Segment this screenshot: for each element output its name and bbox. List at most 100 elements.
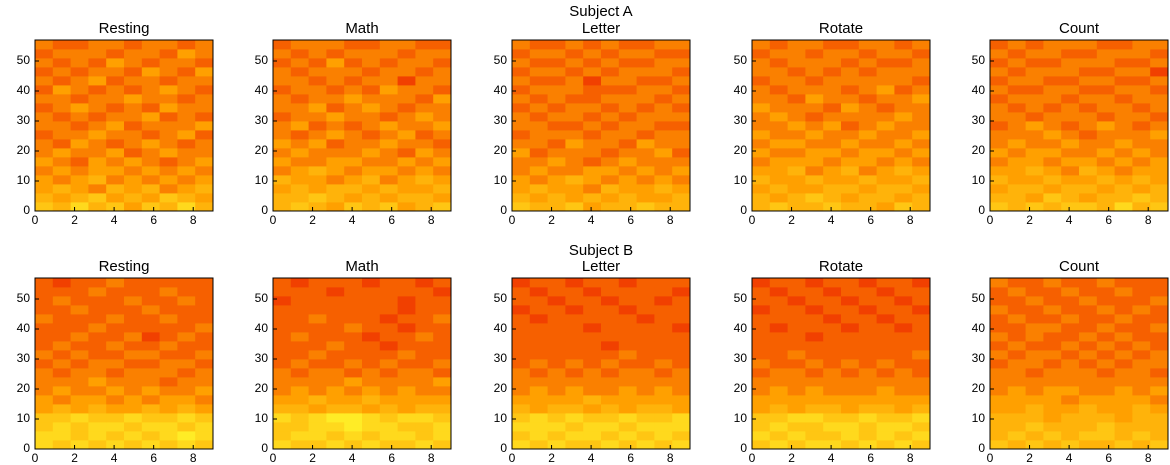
heatmap-cell: [769, 49, 788, 59]
x-tick-label: 2: [548, 451, 555, 465]
axes-box: [272, 39, 452, 212]
heatmap-cell: [177, 314, 196, 324]
heatmap-cell: [141, 404, 160, 414]
heatmap-cell: [583, 76, 602, 86]
heatmap-cell: [894, 368, 913, 378]
heatmap-cell: [52, 40, 71, 50]
heatmap-cell: [344, 368, 363, 378]
heatmap-cell: [1061, 413, 1080, 423]
heatmap-cell: [106, 40, 125, 50]
heatmap-cell: [70, 332, 89, 342]
heatmap-cell: [52, 332, 71, 342]
axes-box: [511, 39, 691, 212]
heatmap-cell: [1132, 40, 1151, 50]
heatmap-cell: [1096, 148, 1115, 158]
heatmap-cell: [1132, 323, 1151, 333]
heatmap-cell: [583, 296, 602, 306]
heatmap-cell: [70, 175, 89, 185]
heatmap-cell: [601, 386, 620, 396]
heatmap-cell: [70, 166, 89, 176]
heatmap-cell: [106, 368, 125, 378]
heatmap-cell: [1114, 58, 1133, 68]
heatmap-cell: [397, 85, 416, 95]
heatmap-cell: [35, 112, 54, 122]
heatmap-cell: [308, 103, 327, 113]
heatmap-cell: [35, 368, 54, 378]
heatmap-cell: [1061, 49, 1080, 59]
heatmap-cell: [654, 193, 673, 203]
heatmap-cell: [654, 296, 673, 306]
heatmap-cell: [124, 103, 143, 113]
heatmap-cell: [912, 377, 931, 387]
heatmap-cell: [636, 305, 655, 315]
heatmap-cell: [547, 148, 566, 158]
heatmap-cell: [433, 413, 452, 423]
heatmap-cell: [273, 422, 292, 432]
heatmap-cell: [1061, 278, 1080, 288]
y-tick-label: 20: [17, 143, 31, 157]
heatmap-cell: [1061, 431, 1080, 441]
heatmap-cell: [159, 184, 178, 194]
x-tick-label: 0: [32, 213, 39, 227]
heatmap-cell: [35, 157, 54, 167]
heatmap-cell: [912, 76, 931, 86]
heatmap-cell: [362, 350, 381, 360]
heatmap-cell: [1061, 94, 1080, 104]
heatmap-cell: [379, 332, 398, 342]
heatmap-cell: [529, 166, 548, 176]
heatmap-cell: [70, 377, 89, 387]
heatmap-cell: [512, 359, 531, 369]
heatmap-cell: [1096, 278, 1115, 288]
heatmap-cell: [787, 121, 806, 131]
heatmap-cell: [124, 386, 143, 396]
heatmap-cell: [1150, 413, 1169, 423]
heatmap-cell: [601, 157, 620, 167]
heatmap-cell: [1132, 395, 1151, 405]
heatmap-cell: [88, 139, 107, 149]
heatmap-cell: [1007, 395, 1026, 405]
heatmap-cell: [912, 148, 931, 158]
heatmap-cell: [1061, 40, 1080, 50]
heatmap-cell: [273, 139, 292, 149]
heatmap-cell: [858, 166, 877, 176]
heatmap-cell: [547, 341, 566, 351]
heatmap-cell: [52, 193, 71, 203]
heatmap-cell: [35, 404, 54, 414]
heatmap-cell: [1079, 94, 1098, 104]
heatmap-cell: [379, 148, 398, 158]
heatmap-cell: [1150, 148, 1169, 158]
heatmap-cell: [177, 332, 196, 342]
heatmap-cell: [106, 67, 125, 77]
heatmap-cell: [415, 440, 434, 450]
heatmap-cell: [1079, 296, 1098, 306]
heatmap-cell: [195, 323, 214, 333]
x-tick-label: 0: [749, 451, 756, 465]
heatmap-cell: [565, 341, 584, 351]
heatmap-cell: [841, 130, 860, 140]
heatmap-cell: [990, 440, 1009, 450]
heatmap-cell: [876, 121, 895, 131]
heatmap-cell: [308, 148, 327, 158]
heatmap-cell: [159, 377, 178, 387]
y-tick-label: 20: [734, 143, 748, 157]
heatmap-cell: [141, 76, 160, 86]
heatmap-cell: [565, 422, 584, 432]
heatmap-cell: [752, 103, 771, 113]
heatmap-cell: [70, 296, 89, 306]
heatmap-cell: [894, 386, 913, 396]
heatmap-cell: [1079, 121, 1098, 131]
heatmap-cell: [433, 431, 452, 441]
heatmap-cell: [1132, 350, 1151, 360]
heatmap-cell: [1132, 431, 1151, 441]
heatmap-cell: [876, 386, 895, 396]
heatmap-cell: [290, 323, 309, 333]
heatmap-cell: [805, 377, 824, 387]
heatmap-cell: [876, 112, 895, 122]
heatmap-cell: [769, 314, 788, 324]
heatmap-cell: [70, 157, 89, 167]
heatmap-cell: [565, 58, 584, 68]
heatmap-cell: [672, 323, 691, 333]
heatmap-cell: [433, 314, 452, 324]
heatmap-cell: [1132, 368, 1151, 378]
heatmap-cell: [1007, 67, 1026, 77]
